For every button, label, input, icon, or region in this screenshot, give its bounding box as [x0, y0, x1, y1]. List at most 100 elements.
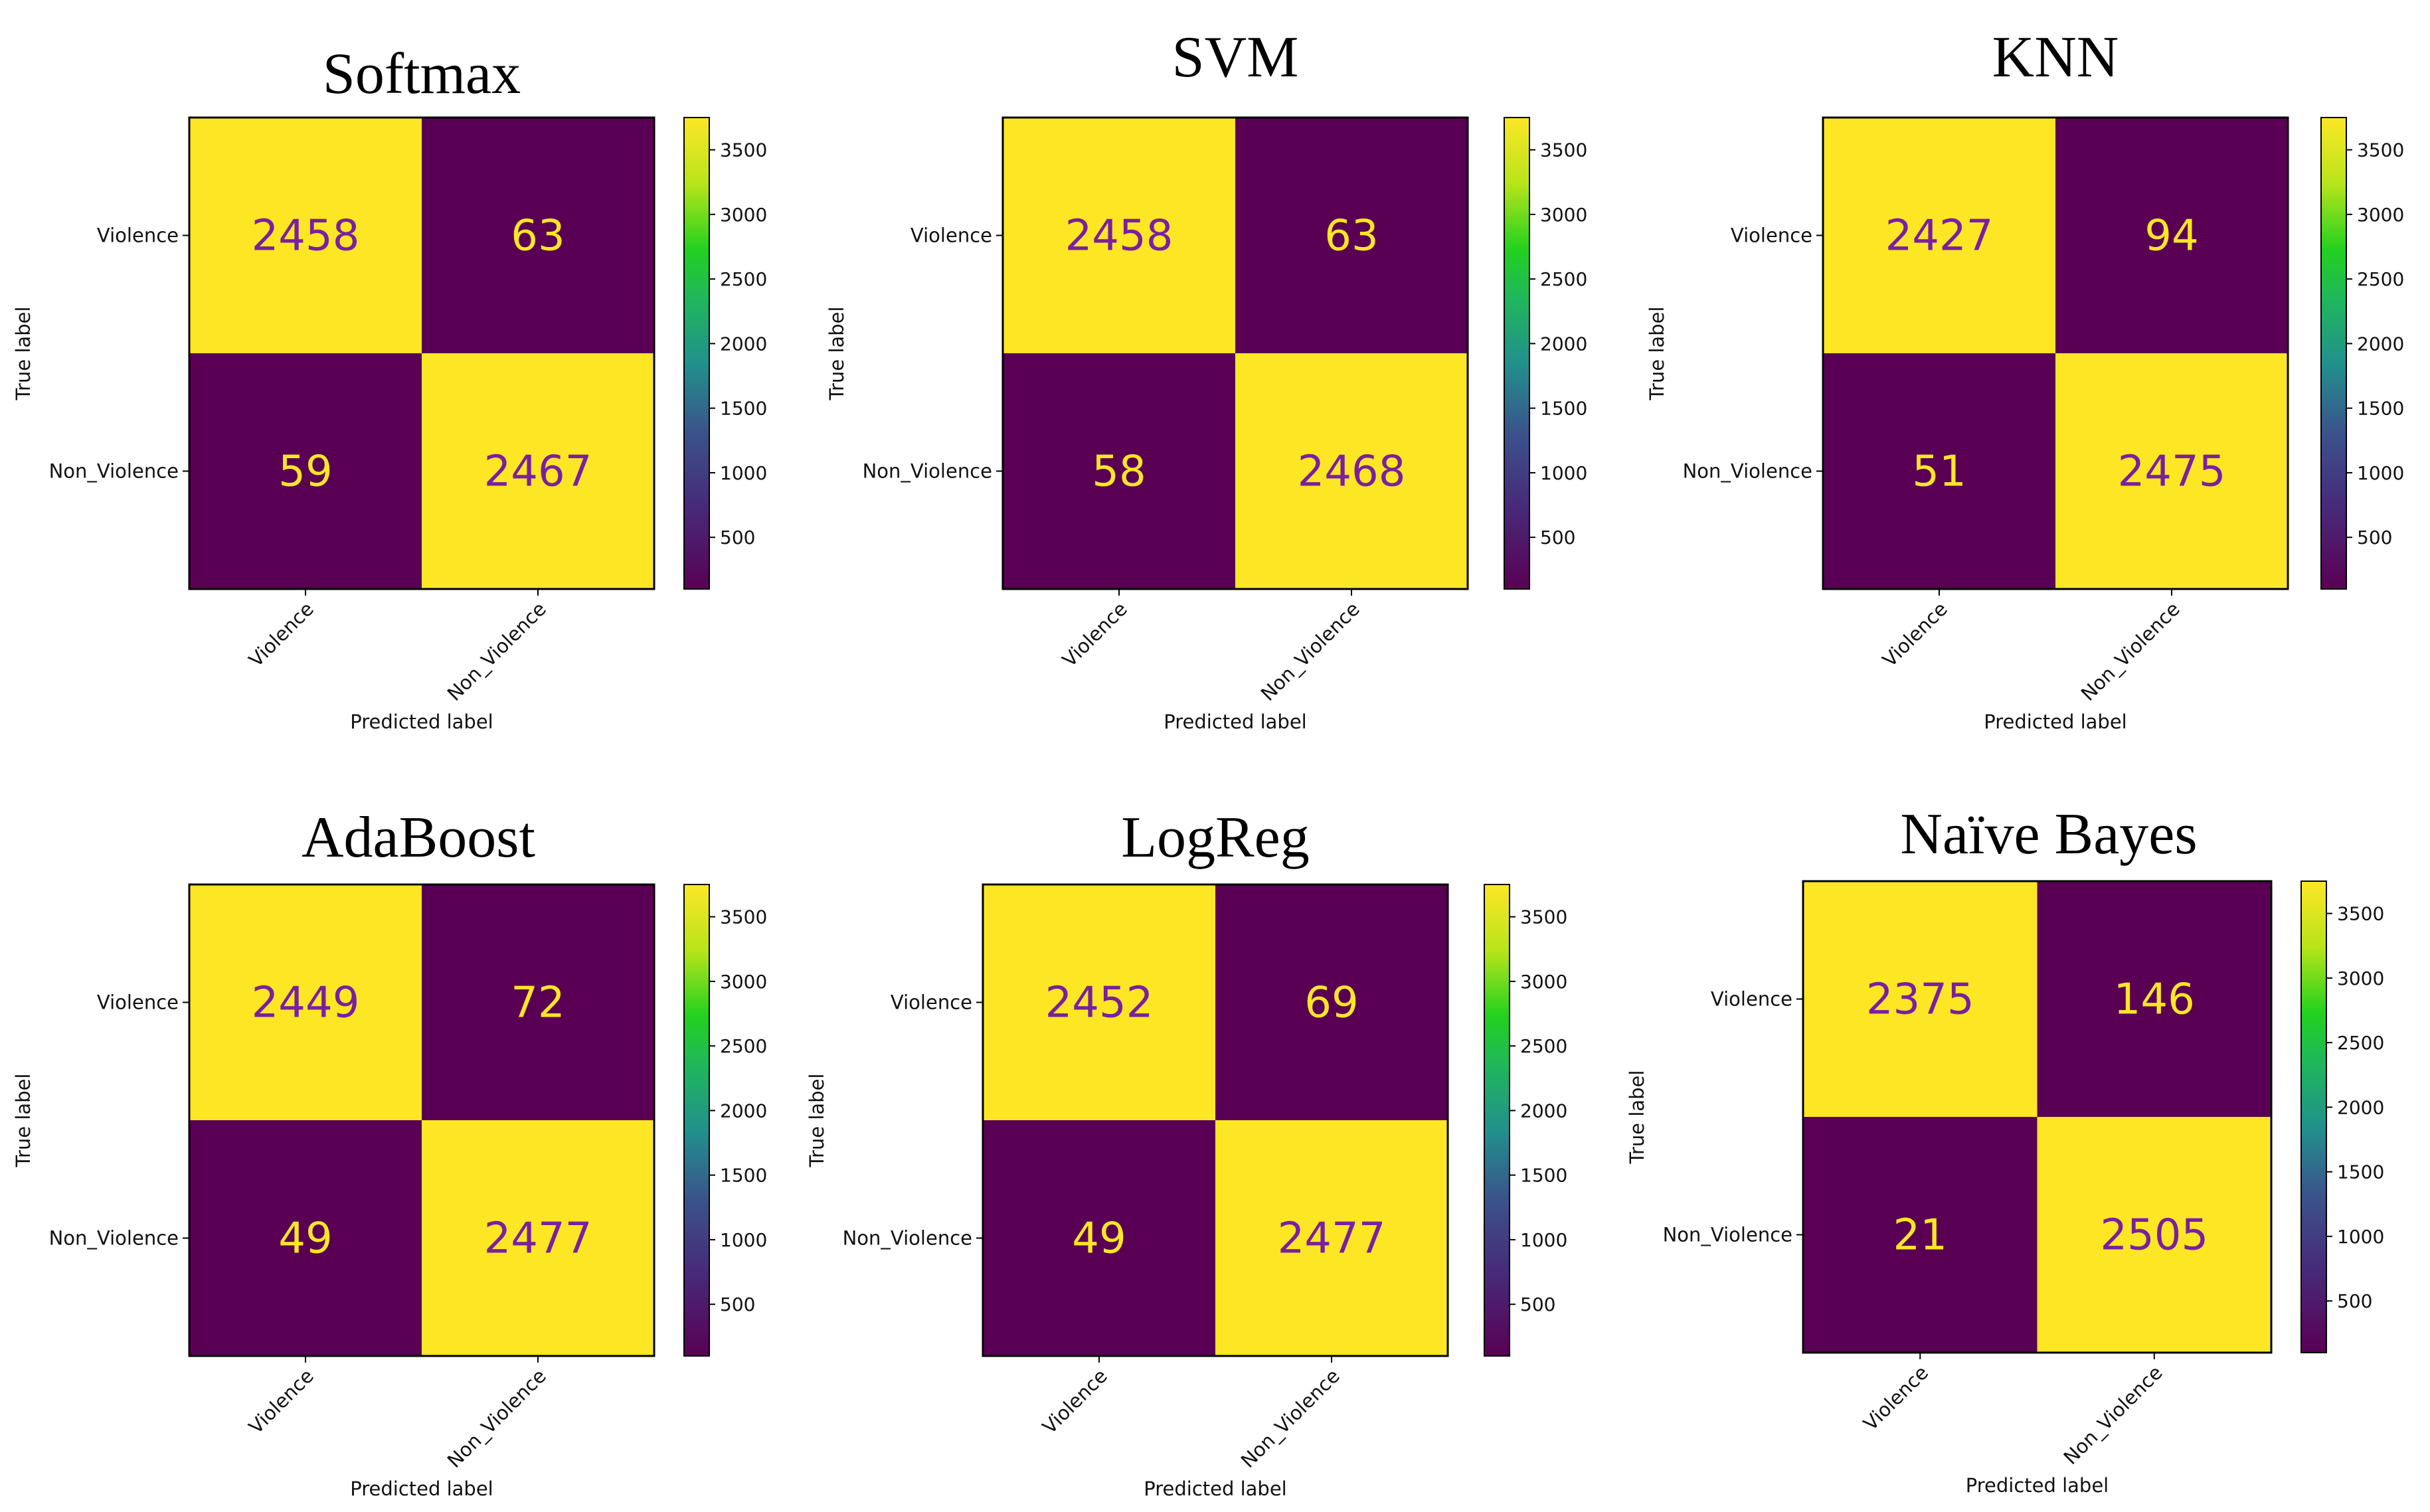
colorbar-tick-label: 3500 — [1540, 139, 1587, 161]
colorbar-tick-label: 3000 — [720, 971, 767, 993]
colorbar-tick-label: 2000 — [2357, 333, 2404, 355]
colorbar-tick-label: 2000 — [1540, 333, 1587, 355]
colorbar-tick-label: 2500 — [1540, 268, 1587, 290]
colorbar-tick-label: 500 — [720, 527, 755, 548]
y-tick-label: Violence — [97, 224, 179, 247]
matrix-cell — [422, 118, 654, 353]
colorbar-tick-label: 500 — [1540, 527, 1575, 548]
colorbar-tick-label: 1500 — [1520, 1165, 1567, 1187]
x-tick-label: Non_Violence — [2059, 1361, 2166, 1469]
colorbar-tick-label: 1000 — [2357, 462, 2404, 484]
cell-value: 21 — [1893, 1211, 1947, 1260]
colorbar-tick-label: 2500 — [1520, 1035, 1567, 1057]
x-tick-label: Violence — [1058, 598, 1132, 671]
matrix-frame — [1822, 116, 2289, 590]
colorbar-tick-label: 2000 — [2337, 1096, 2384, 1118]
matrix-cell — [189, 884, 422, 1120]
colorbar — [2320, 117, 2347, 590]
y-axis-label: True label — [825, 307, 848, 401]
matrix-cell — [2037, 881, 2271, 1117]
cell-value: 2427 — [1885, 212, 1994, 261]
colorbar-tick-label: 3000 — [2357, 204, 2404, 226]
colorbar-tick-label: 3500 — [720, 906, 767, 928]
colorbar-tick-label: 1000 — [2337, 1226, 2384, 1248]
colorbar-tick-label: 500 — [720, 1294, 755, 1315]
x-tick-label: Violence — [244, 1365, 318, 1438]
colorbar-tick-label: 3500 — [1520, 906, 1567, 928]
x-tick-label: Violence — [1878, 598, 1952, 671]
y-tick-label: Non_Violence — [863, 460, 992, 483]
matrix-cell — [189, 353, 422, 589]
cell-value: 2477 — [1278, 1215, 1386, 1264]
x-tick-label: Violence — [244, 598, 318, 671]
colorbar-tick-label: 1500 — [1540, 398, 1587, 420]
matrix-cell — [1803, 881, 2038, 1117]
colorbar — [683, 884, 710, 1357]
matrix-cell — [1215, 1120, 1448, 1356]
confusion-matrix-panel: KNN 2427 94 51 2475 Violence Non_Violence Viole… — [1646, 25, 2404, 733]
x-axis-label: Predicted label — [1164, 711, 1307, 733]
colorbar-tick-label: 2500 — [720, 268, 767, 290]
cell-value: 69 — [1304, 979, 1358, 1028]
x-tick-label: Violence — [1859, 1361, 1933, 1435]
colorbar — [683, 117, 710, 590]
colorbar-tick-label: 1500 — [720, 1165, 767, 1187]
x-axis-label: Predicted label — [1984, 711, 2127, 733]
colorbar-tick-label: 2000 — [720, 333, 767, 355]
colorbar-tick-label: 1000 — [720, 462, 767, 484]
matrix-cell — [1803, 1117, 2038, 1353]
cell-value: 63 — [511, 212, 564, 261]
cell-value: 2505 — [2100, 1211, 2208, 1260]
y-axis-label: True label — [1626, 1070, 1648, 1165]
y-tick-label: Violence — [911, 224, 992, 247]
y-axis-label: True label — [12, 307, 35, 401]
colorbar-tick-label: 1000 — [720, 1229, 767, 1251]
chart-title: AdaBoost — [302, 805, 535, 870]
cell-value: 2477 — [484, 1215, 592, 1264]
x-axis-label: Predicted label — [1966, 1474, 2109, 1497]
chart-title: SVM — [1172, 25, 1299, 90]
cell-value: 146 — [2114, 975, 2195, 1025]
matrix-cell — [2037, 1117, 2271, 1353]
colorbar-tick-label: 3500 — [2337, 903, 2384, 925]
cell-value: 59 — [278, 448, 332, 497]
colorbar-tick-label: 2000 — [1520, 1100, 1567, 1122]
matrix-cell — [422, 353, 654, 589]
matrix-cell — [1235, 118, 1468, 353]
colorbar-tick-label: 3500 — [720, 139, 767, 161]
colorbar-tick-label: 3000 — [1540, 204, 1587, 226]
y-tick-label: Violence — [891, 991, 972, 1014]
cell-value: 72 — [511, 979, 564, 1028]
x-tick-label: Non_Violence — [2077, 598, 2184, 705]
cell-value: 2452 — [1045, 979, 1154, 1028]
y-tick-label: Non_Violence — [843, 1227, 972, 1250]
matrix-cell — [189, 1120, 422, 1356]
colorbar-tick-label: 500 — [1520, 1294, 1555, 1315]
matrix-cell — [1215, 884, 1448, 1120]
y-axis-label: True label — [1646, 307, 1668, 401]
confusion-matrix-panel: Softmax 2458 63 59 2467 Violence Non_Violence V… — [12, 42, 767, 733]
colorbar-tick-label: 1000 — [1540, 462, 1587, 484]
colorbar-tick-label: 1500 — [720, 398, 767, 420]
colorbar-tick-label: 3500 — [2357, 139, 2404, 161]
y-tick-label: Violence — [1731, 224, 1812, 247]
colorbar-tick-label: 1500 — [2357, 398, 2404, 420]
cell-value: 49 — [278, 1215, 332, 1264]
y-tick-label: Non_Violence — [1683, 460, 1812, 483]
confusion-matrix-panel: SVM 2458 63 58 2468 Violence Non_Violence Viole… — [825, 25, 1587, 733]
y-tick-label: Non_Violence — [49, 460, 179, 483]
chart-title: Naïve Bayes — [1900, 802, 2197, 867]
cell-value: 58 — [1092, 448, 1146, 497]
matrix-cell — [2055, 353, 2288, 589]
matrix-cell — [1235, 353, 1468, 589]
x-axis-label: Predicted label — [350, 1477, 493, 1500]
colorbar — [2300, 881, 2327, 1353]
matrix-cell — [983, 1120, 1215, 1356]
matrix-cell — [189, 118, 422, 353]
cell-value: 2458 — [252, 212, 360, 261]
cell-value: 2468 — [1298, 448, 1406, 497]
matrix-cell — [1823, 118, 2055, 353]
x-tick-label: Non_Violence — [1257, 598, 1364, 705]
colorbar — [1484, 884, 1510, 1357]
